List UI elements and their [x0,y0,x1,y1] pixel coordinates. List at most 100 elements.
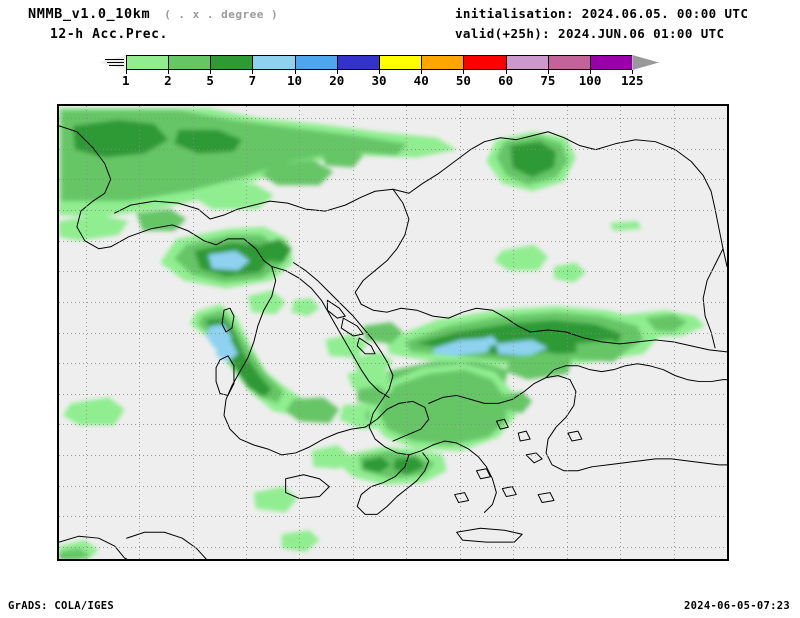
header-left-block: NMMB_v1.0_10km ( . x . degree ) 12-h Acc.… [28,6,278,42]
colorbar-cell [336,55,379,70]
y-axis-tick [57,271,59,272]
colorbar-cell [505,55,548,70]
y-axis-tick [57,333,59,334]
colorbar-label: 75 [540,73,556,88]
colorbar-tick [252,70,254,74]
colorbar-tick [632,70,634,74]
y-axis-tick [57,516,59,517]
gridline-horizontal [59,454,727,456]
colorbar-label: 2 [164,73,172,88]
valid-time-text: valid(+25h): 2024.JUN.06 01:00 UTC [455,26,725,41]
colorbar-tick [463,70,465,74]
y-axis-tick [57,302,59,303]
grads-credit: GrADS: COLA/IGES [8,600,114,612]
x-axis-tick [299,559,300,561]
gridline-horizontal [59,546,727,548]
colorbar-over-arrow [632,55,659,70]
gridline-horizontal [59,424,727,426]
colorbar-label: 20 [329,73,345,88]
gridline-horizontal [59,363,727,365]
colorbar-tick [590,70,592,74]
colorbar-cell [547,55,591,70]
colorbar-tick [505,70,507,74]
y-axis-tick [57,486,59,487]
colorbar-strip [99,55,659,70]
colorbar-tick-labels: 1 2 5 7 10 20 30 40 50 60 75 100 125 [99,70,659,88]
gridline-horizontal [59,516,727,518]
colorbar-cell [125,55,168,70]
field-title: 12-h Acc.Prec. [50,27,168,42]
colorbar-cell [463,55,506,70]
y-axis-tick [57,547,59,548]
x-axis-tick [727,559,728,561]
x-axis-tick [246,559,247,561]
x-axis-tick [620,559,621,561]
x-axis-tick [193,559,194,561]
map-plot-area[interactable]: 49N48N47N46N45N44N43N42N41N40N39N38N37N3… [57,104,729,561]
x-axis-tick [567,559,568,561]
y-axis-tick [57,455,59,456]
colorbar-cell [294,55,337,70]
y-axis-tick [57,149,59,150]
colorbar-tick [379,70,380,74]
y-axis-tick [57,118,59,119]
x-axis-tick [353,559,354,561]
colorbar-label: 60 [498,73,514,88]
colorbar-cell [379,55,422,70]
gridline-vertical [727,106,728,559]
y-axis-tick [57,424,59,425]
x-axis-tick [139,559,140,561]
colorbar-label: 50 [455,73,471,88]
colorbar-label: 1 [121,73,130,88]
gridline-horizontal [59,179,727,181]
gridline-horizontal [59,332,727,334]
colorbar-cell [252,55,295,70]
colorbar-label: 125 [620,73,644,88]
colorbar-legend: 1 2 5 7 10 20 30 40 50 60 75 100 125 [99,55,659,88]
gridline-horizontal [59,271,727,273]
y-axis-tick [57,210,59,211]
colorbar-cell [167,55,211,70]
initialisation-text: initialisation: 2024.06.05. 00:00 UTC [455,6,749,21]
y-axis-tick [57,394,59,395]
colorbar-tick [336,70,338,74]
y-axis-tick [57,241,59,242]
gridline-horizontal [59,148,727,150]
gridline-horizontal [59,393,727,395]
gridline-horizontal [59,118,727,120]
colorbar-label: 7 [248,73,257,88]
colorbar-cell [590,55,633,70]
colorbar-tick [547,70,549,74]
gridline-horizontal [59,240,727,242]
colorbar-tick [210,70,212,74]
y-axis-tick [57,179,59,180]
colorbar-cell [210,55,253,70]
colorbar-label: 10 [287,73,303,88]
colorbar-tick [167,70,169,74]
x-axis-tick [460,559,461,561]
colorbar-tick [421,70,423,74]
colorbar-label: 30 [371,73,387,88]
colorbar-tick [125,70,127,74]
x-axis-tick [86,559,87,561]
x-axis-tick [513,559,514,561]
colorbar-tick [294,70,296,74]
model-name: NMMB_v1.0_10km [28,6,151,22]
colorbar-arrow-dash [105,59,124,60]
gridline-horizontal [59,210,727,212]
colorbar-label: 5 [206,73,214,88]
x-axis-tick [674,559,675,561]
precipitation-field [59,107,727,559]
gridline-horizontal [59,485,727,487]
render-timestamp: 2024-06-05-07:23 [684,600,790,612]
colorbar-cell [421,55,464,70]
colorbar-arrow-dash [109,65,124,66]
colorbar-label: 100 [578,73,602,88]
map-canvas [59,106,727,559]
gridline-horizontal [59,301,727,303]
model-title-line: NMMB_v1.0_10km ( . x . degree ) [28,6,278,22]
colorbar-arrow-dash [107,62,124,63]
header-right-block: initialisation: 2024.06.05. 00:00 UTC va… [455,6,748,41]
y-axis-tick [57,363,59,364]
colorbar-label: 40 [413,73,429,88]
